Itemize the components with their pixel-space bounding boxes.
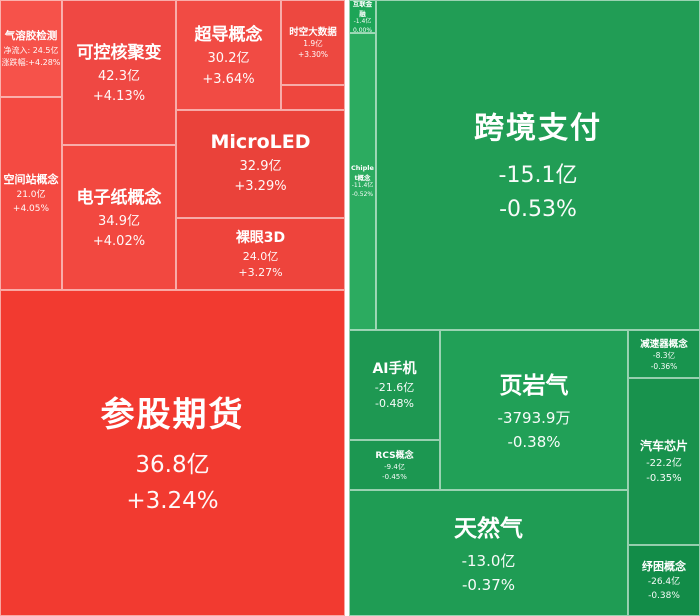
tile-name: 电子纸概念 — [76, 187, 162, 208]
tile-value: 34.9亿 — [98, 213, 140, 229]
tile-name: RCS概念 — [375, 450, 414, 461]
treemap-tile[interactable]: 纾困概念 -26.4亿 -0.38% — [628, 545, 700, 616]
tile-value: -9.4亿 — [384, 462, 405, 471]
treemap-tile[interactable]: 时空大数据 1.9亿 +3.30% — [281, 0, 345, 85]
tile-change: +3.27% — [238, 266, 283, 279]
tile-change: -0.37% — [461, 576, 516, 594]
tile-change: +3.24% — [126, 487, 219, 514]
tile-value: -13.0亿 — [461, 552, 516, 570]
tile-name: AI手机 — [372, 360, 417, 377]
treemap-tile[interactable]: 天然气 -13.0亿 -0.37% — [349, 490, 628, 616]
tile-change: -0.38% — [648, 590, 680, 601]
tile-name: 页岩气 — [499, 373, 569, 399]
tile-value: -3793.9万 — [497, 409, 571, 427]
tile-name: 参股期货 — [100, 394, 245, 435]
tile-name: 可控核聚变 — [76, 42, 162, 63]
tile-name: 互联金融 — [352, 0, 373, 19]
tile-name: Chiplet概念 — [351, 164, 374, 183]
tile-change: -0.45% — [382, 473, 407, 481]
tile-name: 空间站概念 — [3, 173, 59, 186]
tile-value: -1.4亿 — [353, 18, 372, 26]
treemap-tile[interactable]: AI手机 -21.6亿 -0.48% — [349, 330, 440, 440]
treemap-tile[interactable] — [281, 85, 345, 110]
tile-name: MicroLED — [210, 130, 311, 153]
tile-name: 天然气 — [454, 516, 523, 542]
tile-change: -0.52% — [351, 190, 374, 198]
treemap-tile[interactable]: RCS概念 -9.4亿 -0.45% — [349, 440, 440, 490]
treemap-tile[interactable]: 互联金融 -1.4亿 0.00% — [349, 0, 376, 33]
treemap-tile[interactable]: 气溶胶检测净流入: 24.5亿 涨跌幅:+4.28% — [0, 0, 62, 97]
treemap-tile[interactable]: 超导概念 30.2亿 +3.64% — [176, 0, 281, 110]
treemap-tile[interactable]: Chiplet概念 -11.4亿 -0.52% — [349, 33, 376, 330]
treemap-tile[interactable]: 空间站概念 21.0亿 +4.05% — [0, 97, 62, 290]
tile-change: +4.13% — [92, 89, 146, 104]
treemap-tile[interactable]: 参股期货 36.8亿 +3.24% — [0, 290, 345, 616]
tile-value: 32.9亿 — [239, 158, 282, 174]
treemap-tile[interactable]: 可控核聚变 42.3亿 +4.13% — [62, 0, 176, 145]
tile-value: 净流入: 24.5亿 — [3, 46, 59, 55]
tile-name: 跨境支付 — [474, 110, 602, 146]
tile-value: -26.4亿 — [647, 577, 681, 587]
tile-change: -0.36% — [650, 361, 678, 371]
treemap-tile[interactable]: 跨境支付 -15.1亿 -0.53% — [376, 0, 700, 330]
tile-value: 36.8亿 — [135, 451, 210, 478]
tile-value: 30.2亿 — [207, 51, 250, 67]
tile-name: 超导概念 — [194, 25, 263, 46]
tile-change: +3.64% — [202, 71, 255, 87]
tile-value: 24.0亿 — [242, 249, 279, 263]
tile-value: -11.4亿 — [351, 182, 374, 190]
tile-change: -0.53% — [499, 197, 577, 222]
tile-value: 1.9亿 — [303, 39, 323, 49]
tile-change: 0.00% — [352, 26, 373, 33]
tile-value: 21.0亿 — [16, 190, 46, 200]
tile-change: +4.02% — [92, 234, 146, 249]
tile-value: -22.2亿 — [646, 458, 682, 469]
treemap-tile[interactable]: MicroLED 32.9亿 +3.29% — [176, 110, 345, 218]
tile-name: 时空大数据 — [289, 27, 337, 39]
tile-name: 减速器概念 — [640, 338, 688, 350]
tile-value: -8.3亿 — [652, 350, 676, 360]
treemap-tile[interactable]: 裸眼3D 24.0亿 +3.27% — [176, 218, 345, 290]
tile-change: -0.38% — [507, 433, 561, 451]
treemap-tile[interactable]: 页岩气 -3793.9万 -0.38% — [440, 330, 628, 490]
treemap-tile[interactable]: 汽车芯片 -22.2亿 -0.35% — [628, 378, 700, 545]
tile-change: -0.48% — [375, 397, 414, 410]
tile-change: +3.30% — [297, 50, 329, 59]
treemap-tile[interactable]: 减速器概念 -8.3亿 -0.36% — [628, 330, 700, 378]
tile-name: 裸眼3D — [235, 229, 286, 246]
tile-change: +3.29% — [234, 179, 287, 194]
tile-change: +4.05% — [12, 203, 50, 214]
tile-name: 纾困概念 — [642, 560, 686, 573]
tile-name: 气溶胶检测 — [4, 30, 58, 42]
tile-value: 42.3亿 — [98, 68, 140, 84]
tile-value: -21.6亿 — [374, 380, 415, 394]
tile-change: 涨跌幅:+4.28% — [1, 58, 61, 67]
tile-value: -15.1亿 — [498, 162, 578, 188]
tile-name: 汽车芯片 — [639, 439, 688, 453]
tile-change: -0.35% — [646, 473, 682, 484]
treemap-tile[interactable]: 电子纸概念 34.9亿 +4.02% — [62, 145, 176, 290]
